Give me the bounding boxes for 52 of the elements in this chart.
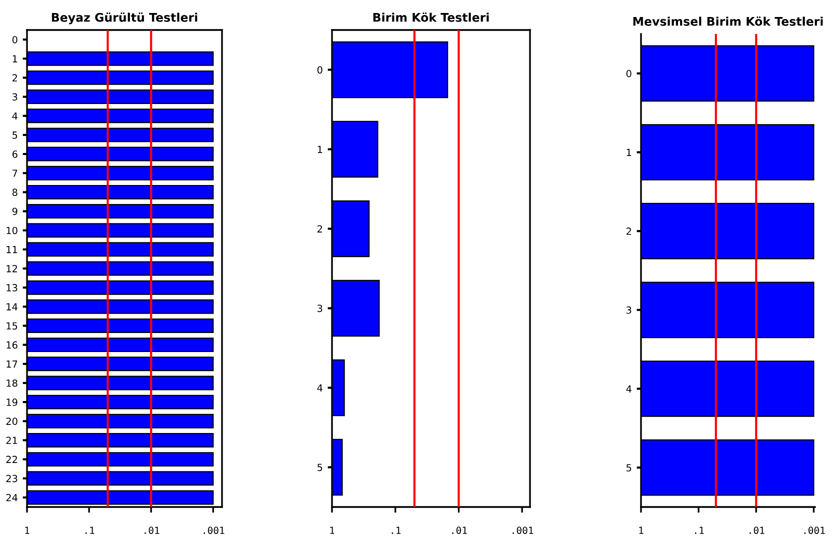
y-tick-label: 3 xyxy=(626,306,632,314)
x-tick-label: .1 xyxy=(86,526,94,534)
y-tick-label: 23 xyxy=(6,474,18,482)
y-tick-label: 3 xyxy=(12,93,18,101)
y-tick-label: 15 xyxy=(6,322,18,330)
y-tick-label: 2 xyxy=(626,228,631,235)
y-tick-label: 3 xyxy=(318,304,322,312)
x-tick-label: .1 xyxy=(392,526,401,534)
y-tick-label: 24 xyxy=(6,494,18,502)
y-tick-label: 11 xyxy=(6,246,18,254)
y-tick-label: 5 xyxy=(12,132,18,139)
y-tick-label: 1 xyxy=(318,146,322,153)
x-tick-label: 1 xyxy=(330,526,334,534)
y-tick-label: 22 xyxy=(6,456,17,463)
y-tick-label: 8 xyxy=(12,188,18,196)
x-tick-label: .001 xyxy=(204,526,224,534)
y-tick-label: 21 xyxy=(6,436,18,444)
chart-title: Beyaz Gürültü Testleri xyxy=(52,12,198,24)
chart-title: Birim Kök Testleri xyxy=(373,12,489,22)
y-tick-label: 7 xyxy=(12,170,18,177)
x-tick-label: .001 xyxy=(512,526,534,534)
x-tick-label: 1 xyxy=(639,526,644,534)
y-tick-label: 2 xyxy=(318,225,322,232)
y-tick-label: 5 xyxy=(318,464,322,472)
y-tick-label: 1 xyxy=(12,55,18,62)
y-tick-label: 4 xyxy=(12,112,18,120)
y-tick-label: 1 xyxy=(626,148,632,156)
y-tick-label: 12 xyxy=(6,264,17,272)
y-tick-label: 0 xyxy=(12,36,18,44)
y-tick-label: 4 xyxy=(626,385,632,392)
x-tick-label: .1 xyxy=(695,526,704,534)
y-tick-label: 16 xyxy=(6,341,18,349)
y-tick-label: 2 xyxy=(12,74,17,82)
x-tick-label: .01 xyxy=(144,526,160,534)
y-tick-label: 19 xyxy=(6,398,18,406)
x-tick-label: .01 xyxy=(750,526,764,534)
y-tick-label: 4 xyxy=(317,384,322,392)
y-tick-label: 10 xyxy=(6,226,18,234)
y-tick-label: 13 xyxy=(6,284,18,292)
y-tick-label: 0 xyxy=(626,70,632,78)
x-tick-label: .01 xyxy=(452,526,467,534)
x-tick-label: .001 xyxy=(804,526,825,534)
y-tick-label: 17 xyxy=(6,360,18,368)
y-tick-label: 20 xyxy=(6,418,18,425)
y-tick-label: 0 xyxy=(317,66,322,74)
y-tick-label: 6 xyxy=(12,150,18,158)
y-tick-label: 5 xyxy=(626,464,632,472)
y-tick-label: 14 xyxy=(6,303,18,310)
y-tick-label: 18 xyxy=(6,379,18,387)
chart-title: Mevsimsel Birim Kök Testleri xyxy=(633,16,823,26)
y-tick-label: 9 xyxy=(12,208,18,216)
x-tick-label: 1 xyxy=(25,526,30,534)
